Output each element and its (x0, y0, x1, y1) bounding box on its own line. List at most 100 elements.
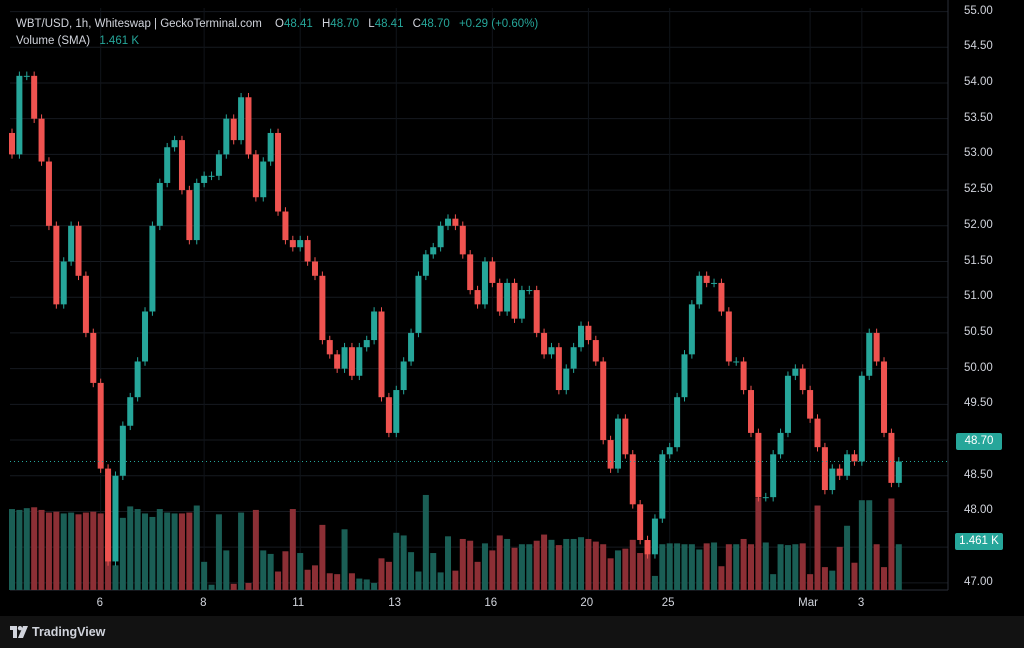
candle (267, 128, 274, 166)
candle-body (385, 397, 392, 433)
candle-body (112, 475, 119, 562)
volume-bar (267, 553, 274, 590)
candle (415, 271, 422, 338)
candle-body (142, 311, 149, 362)
candle (578, 321, 585, 352)
price-tick-label: 53.50 (964, 111, 993, 124)
time-tick-label: 6 (96, 597, 104, 609)
candle-body (548, 347, 555, 355)
volume-bar (696, 549, 703, 590)
volume-bar (23, 508, 30, 590)
candle-body (696, 275, 703, 305)
volume-bar (252, 509, 259, 590)
candle-body (334, 354, 341, 369)
candle (570, 342, 577, 373)
candle-body (319, 275, 326, 341)
candle (799, 364, 806, 395)
candle-body (297, 240, 304, 248)
price-tick-label: 53.00 (964, 147, 993, 160)
volume-bar (142, 513, 149, 590)
candle (688, 300, 695, 359)
candle-body (164, 147, 171, 183)
candle (378, 307, 385, 402)
candle (282, 207, 289, 245)
candle (563, 364, 570, 395)
volume-bar (829, 570, 836, 590)
candle (260, 157, 267, 202)
candle-body (711, 282, 718, 284)
volume-bar (858, 500, 865, 590)
candle-body (282, 211, 289, 241)
candle (489, 257, 496, 288)
candle-body (186, 190, 193, 241)
volume-bar (230, 583, 237, 590)
volume-bar (75, 514, 82, 590)
volume-bar (326, 573, 333, 590)
candle (851, 450, 858, 466)
volume-bar (711, 542, 718, 590)
high-value: 48.70 (330, 18, 360, 30)
candle (68, 221, 75, 266)
volume-bar (607, 558, 614, 590)
price-tick-label: 50.50 (964, 325, 993, 338)
price-tick-label: 48.50 (964, 468, 993, 481)
candle-body (873, 332, 880, 362)
candle (356, 342, 363, 381)
candle (9, 128, 15, 159)
candle (97, 378, 104, 473)
volume-bar (474, 561, 481, 590)
volume-bar (304, 569, 311, 590)
candle-body (371, 311, 378, 341)
tradingview-logo[interactable]: TradingView (10, 624, 105, 640)
volume-bar (385, 561, 392, 590)
candle (733, 357, 740, 366)
volume-bar (873, 544, 880, 590)
candle (866, 328, 873, 381)
time-tick-label: 16 (484, 597, 498, 609)
candle (238, 92, 245, 145)
candle-body (378, 311, 385, 398)
candle (711, 278, 718, 288)
candlestick-chart[interactable] (0, 0, 1024, 616)
candle-body (895, 461, 902, 483)
candle-body (90, 332, 97, 383)
candle-body (193, 182, 200, 241)
volume-bar (703, 543, 710, 590)
candle (755, 428, 762, 502)
candle-body (223, 118, 230, 155)
candle-body (363, 340, 370, 348)
candle-body (445, 218, 452, 226)
candle-body (208, 175, 215, 177)
candle (53, 221, 60, 309)
candle-body (836, 468, 843, 476)
candle (112, 471, 119, 566)
candle-body (489, 261, 496, 283)
candle (555, 342, 562, 395)
candle-body (585, 325, 592, 341)
candle (348, 342, 355, 381)
candle-body (570, 347, 577, 369)
candle (75, 221, 82, 281)
candle (504, 278, 511, 316)
volume-bar (792, 544, 799, 590)
candle (607, 435, 614, 473)
candle (585, 321, 592, 345)
volume-bar (570, 538, 577, 590)
candle-body (215, 154, 222, 176)
volume-bar (518, 544, 525, 590)
volume-bar (718, 566, 725, 590)
candle-body (718, 282, 725, 312)
volume-bar (481, 543, 488, 590)
volume-bar (888, 498, 895, 590)
candle (119, 421, 126, 481)
candle (814, 414, 821, 452)
volume-bar (496, 535, 503, 590)
candle-body (792, 368, 799, 376)
candle (38, 114, 45, 166)
candle (681, 350, 688, 402)
candle-body (592, 340, 599, 362)
candle-body (526, 290, 533, 292)
candle-body (9, 132, 15, 155)
candle (430, 242, 437, 259)
volume-bar (733, 544, 740, 590)
